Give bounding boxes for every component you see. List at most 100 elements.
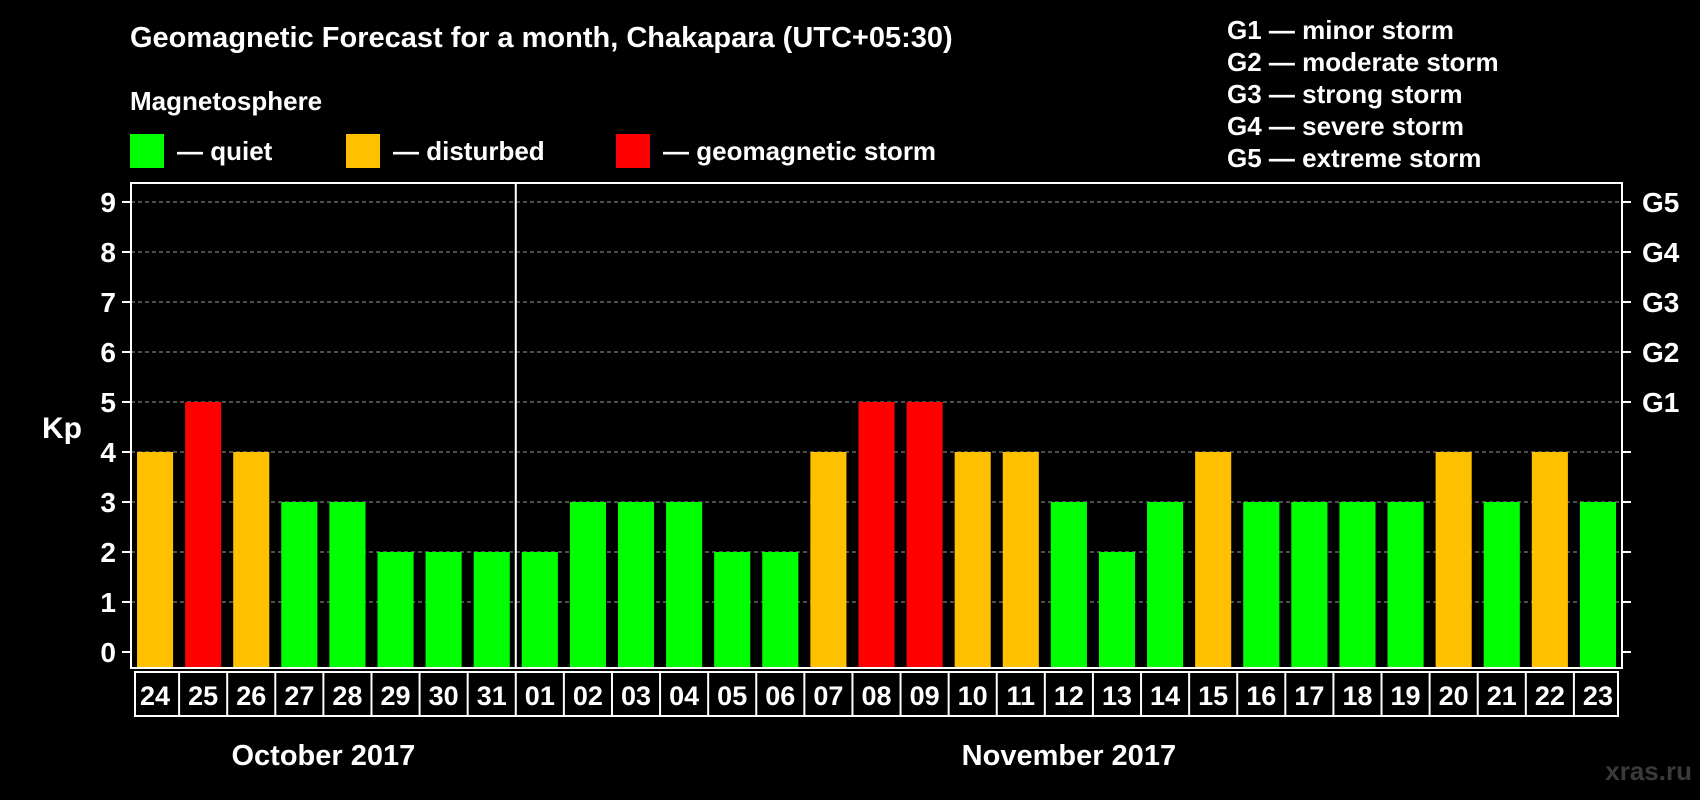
legend-swatch-disturbed xyxy=(346,134,380,168)
right-tick-label-g4: G4 xyxy=(1642,237,1680,268)
legend-item-disturbed: — disturbed xyxy=(346,134,545,168)
g-scale-g5: G5 — extreme storm xyxy=(1227,143,1482,173)
date-label-15: 15 xyxy=(1198,681,1228,711)
date-label-17: 17 xyxy=(1294,681,1324,711)
month-label: November 2017 xyxy=(962,740,1176,772)
y-tick-label: 0 xyxy=(100,637,116,668)
bar-30 xyxy=(425,552,462,668)
date-label-16: 16 xyxy=(1246,681,1276,711)
date-label-31: 31 xyxy=(477,681,507,711)
bar-26 xyxy=(233,452,270,668)
date-strip-frame xyxy=(134,671,1619,717)
date-label-20: 20 xyxy=(1439,681,1469,711)
date-label-14: 14 xyxy=(1150,681,1180,711)
date-label-13: 13 xyxy=(1102,681,1132,711)
date-label-28: 28 xyxy=(332,681,362,711)
legend-swatch-quiet xyxy=(130,134,164,168)
y-tick-label: 3 xyxy=(100,487,116,518)
bar-21 xyxy=(1483,502,1520,668)
date-label-07: 07 xyxy=(813,681,843,711)
bar-13 xyxy=(1098,552,1136,668)
date-label-26: 26 xyxy=(236,681,266,711)
bar-10 xyxy=(954,452,991,668)
bar-14 xyxy=(1147,502,1184,668)
right-tick-label-g3: G3 xyxy=(1642,287,1679,318)
bar-23 xyxy=(1579,502,1616,668)
y-tick-label: 2 xyxy=(100,537,116,568)
bar-24 xyxy=(137,452,174,668)
bar-02 xyxy=(569,502,606,668)
y-tick-label: 6 xyxy=(100,337,116,368)
date-label-08: 08 xyxy=(861,681,891,711)
month-label: October 2017 xyxy=(232,740,416,772)
bar-28 xyxy=(329,502,366,668)
date-label-01: 01 xyxy=(525,681,555,711)
bar-05 xyxy=(714,552,751,668)
bar-12 xyxy=(1050,502,1087,668)
chart-title: Geomagnetic Forecast for a month, Chakap… xyxy=(130,22,953,54)
bar-22 xyxy=(1531,452,1568,668)
date-label-09: 09 xyxy=(910,681,940,711)
date-label-18: 18 xyxy=(1342,681,1372,711)
date-label-12: 12 xyxy=(1054,681,1084,711)
bar-08 xyxy=(858,402,895,668)
y-tick-label: 9 xyxy=(100,187,116,218)
bar-20 xyxy=(1435,452,1472,668)
bar-04 xyxy=(666,502,703,668)
date-label-03: 03 xyxy=(621,681,651,711)
y-tick-label: 4 xyxy=(100,437,116,468)
right-tick-label-g5: G5 xyxy=(1642,187,1679,218)
date-label-23: 23 xyxy=(1583,681,1613,711)
legend-item-quiet: — quiet xyxy=(130,134,272,168)
legend-label-quiet: — quiet xyxy=(177,135,273,166)
date-label-24: 24 xyxy=(140,681,170,711)
legend-label-storm: — geomagnetic storm xyxy=(663,135,937,166)
g-scale-legend: G1 — minor storm G2 — moderate storm G3 … xyxy=(1227,14,1499,174)
date-label-21: 21 xyxy=(1487,681,1517,711)
date-label-04: 04 xyxy=(669,681,699,711)
date-label-30: 30 xyxy=(429,681,459,711)
y-tick-label: 5 xyxy=(100,387,116,418)
date-label-11: 11 xyxy=(1007,681,1036,711)
date-label-29: 29 xyxy=(381,681,411,711)
bar-31 xyxy=(473,552,510,668)
legend-item-storm: — geomagnetic storm xyxy=(616,134,936,168)
date-label-06: 06 xyxy=(765,681,795,711)
legend-heading: Magnetosphere xyxy=(130,86,323,116)
date-label-02: 02 xyxy=(573,681,603,711)
bar-11 xyxy=(1002,452,1039,668)
watermark: xras.ru xyxy=(1605,756,1692,786)
date-label-10: 10 xyxy=(958,681,988,711)
date-label-05: 05 xyxy=(717,681,747,711)
date-label-27: 27 xyxy=(284,681,314,711)
date-label-25: 25 xyxy=(188,681,218,711)
bar-03 xyxy=(617,502,655,668)
bar-07 xyxy=(810,452,847,668)
y-axis-label: Kp xyxy=(42,412,82,445)
g-scale-g2: G2 — moderate storm xyxy=(1227,47,1499,77)
legend-label-disturbed: — disturbed xyxy=(393,135,545,166)
g-scale-g1: G1 — minor storm xyxy=(1227,15,1454,45)
g-scale-g3: G3 — strong storm xyxy=(1227,79,1463,109)
g-scale-g4: G4 — severe storm xyxy=(1227,111,1465,141)
y-tick-label: 1 xyxy=(100,587,116,618)
bar-18 xyxy=(1339,502,1376,668)
bar-19 xyxy=(1387,502,1424,668)
y-tick-label: 8 xyxy=(100,237,116,268)
bar-06 xyxy=(762,552,799,668)
legend-swatch-storm xyxy=(616,134,650,168)
bar-17 xyxy=(1291,502,1328,668)
plot-frame xyxy=(130,182,1623,669)
bar-27 xyxy=(281,502,318,668)
bar-01 xyxy=(521,552,558,668)
bar-25 xyxy=(185,402,222,668)
right-tick-label-g1: G1 xyxy=(1642,387,1679,418)
bar-15 xyxy=(1195,452,1232,668)
bar-09 xyxy=(906,402,943,668)
right-tick-label-g2: G2 xyxy=(1642,337,1679,368)
bar-16 xyxy=(1243,502,1280,668)
date-label-22: 22 xyxy=(1535,681,1565,711)
bar-29 xyxy=(377,552,414,668)
y-tick-label: 7 xyxy=(100,287,116,318)
